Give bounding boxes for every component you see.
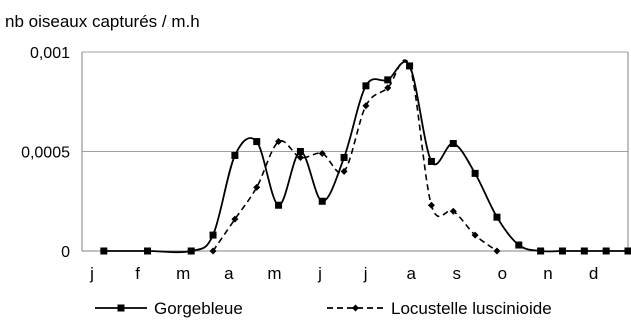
- x-tick-label: n: [543, 264, 552, 283]
- data-point: [558, 247, 566, 255]
- data-point: [449, 207, 457, 215]
- y-tick-labels: 0 0,0005 0,001: [21, 45, 70, 261]
- gridlines: [82, 51, 628, 152]
- data-point: [602, 247, 610, 255]
- data-point: [406, 62, 414, 70]
- data-point: [624, 247, 631, 255]
- data-point: [340, 167, 348, 175]
- x-tick-label: j: [317, 264, 322, 283]
- data-point: [296, 153, 304, 161]
- data-point: [493, 247, 501, 255]
- series-line: [212, 59, 498, 252]
- data-point: [144, 247, 152, 255]
- data-point: [318, 149, 326, 157]
- data-point: [253, 183, 261, 191]
- x-tick-label: j: [89, 264, 94, 283]
- data-point: [231, 151, 239, 159]
- data-point: [275, 201, 283, 209]
- data-point: [362, 102, 370, 110]
- y-axis-label: nb oiseaux capturés / m.h: [5, 12, 200, 31]
- data-point: [275, 138, 283, 146]
- data-point: [362, 82, 370, 90]
- data-point: [296, 148, 304, 155]
- data-point: [427, 201, 435, 209]
- series-layer: [100, 59, 631, 255]
- data-point: [471, 169, 479, 177]
- data-point: [253, 138, 261, 146]
- x-tick-label: d: [589, 264, 598, 283]
- data-point: [427, 157, 435, 165]
- x-tick-label: o: [498, 264, 507, 283]
- data-point: [493, 213, 501, 221]
- data-point: [580, 247, 588, 255]
- data-point: [384, 84, 392, 92]
- data-point: [340, 153, 348, 161]
- legend-item-gorgebleue: Gorgebleue: [95, 299, 243, 318]
- x-tick-label: m: [267, 264, 281, 283]
- data-point: [209, 231, 217, 239]
- series-locustelle-luscinioide: [209, 59, 501, 255]
- data-point: [449, 140, 457, 148]
- y-tick-label: 0: [61, 244, 70, 261]
- data-point: [117, 304, 125, 312]
- x-tick-label: s: [453, 264, 462, 283]
- x-tick-label: j: [363, 264, 368, 283]
- y-tick-label: 0,0005: [21, 145, 70, 162]
- series-gorgebleue: [100, 60, 631, 255]
- data-point: [100, 247, 108, 255]
- x-tick-label: f: [135, 264, 140, 283]
- y-tick-label: 0,001: [30, 45, 70, 62]
- x-tick-label: a: [224, 264, 234, 283]
- x-tick-label: m: [176, 264, 190, 283]
- data-point: [515, 241, 523, 249]
- series-line: [103, 60, 631, 254]
- data-point: [471, 231, 479, 239]
- data-point: [384, 76, 392, 84]
- data-point: [318, 197, 326, 205]
- data-point: [537, 247, 545, 255]
- data-point: [352, 304, 359, 312]
- data-point: [209, 247, 217, 255]
- legend-item-locustelle-luscinioide: Locustelle luscinioide: [327, 299, 552, 318]
- data-point: [231, 215, 239, 223]
- legend-label: Locustelle luscinioide: [391, 299, 552, 318]
- x-tick-label: a: [406, 264, 416, 283]
- legend-label: Gorgebleue: [154, 299, 243, 318]
- data-point: [187, 247, 195, 255]
- legend: Gorgebleue Locustelle luscinioide: [95, 299, 552, 318]
